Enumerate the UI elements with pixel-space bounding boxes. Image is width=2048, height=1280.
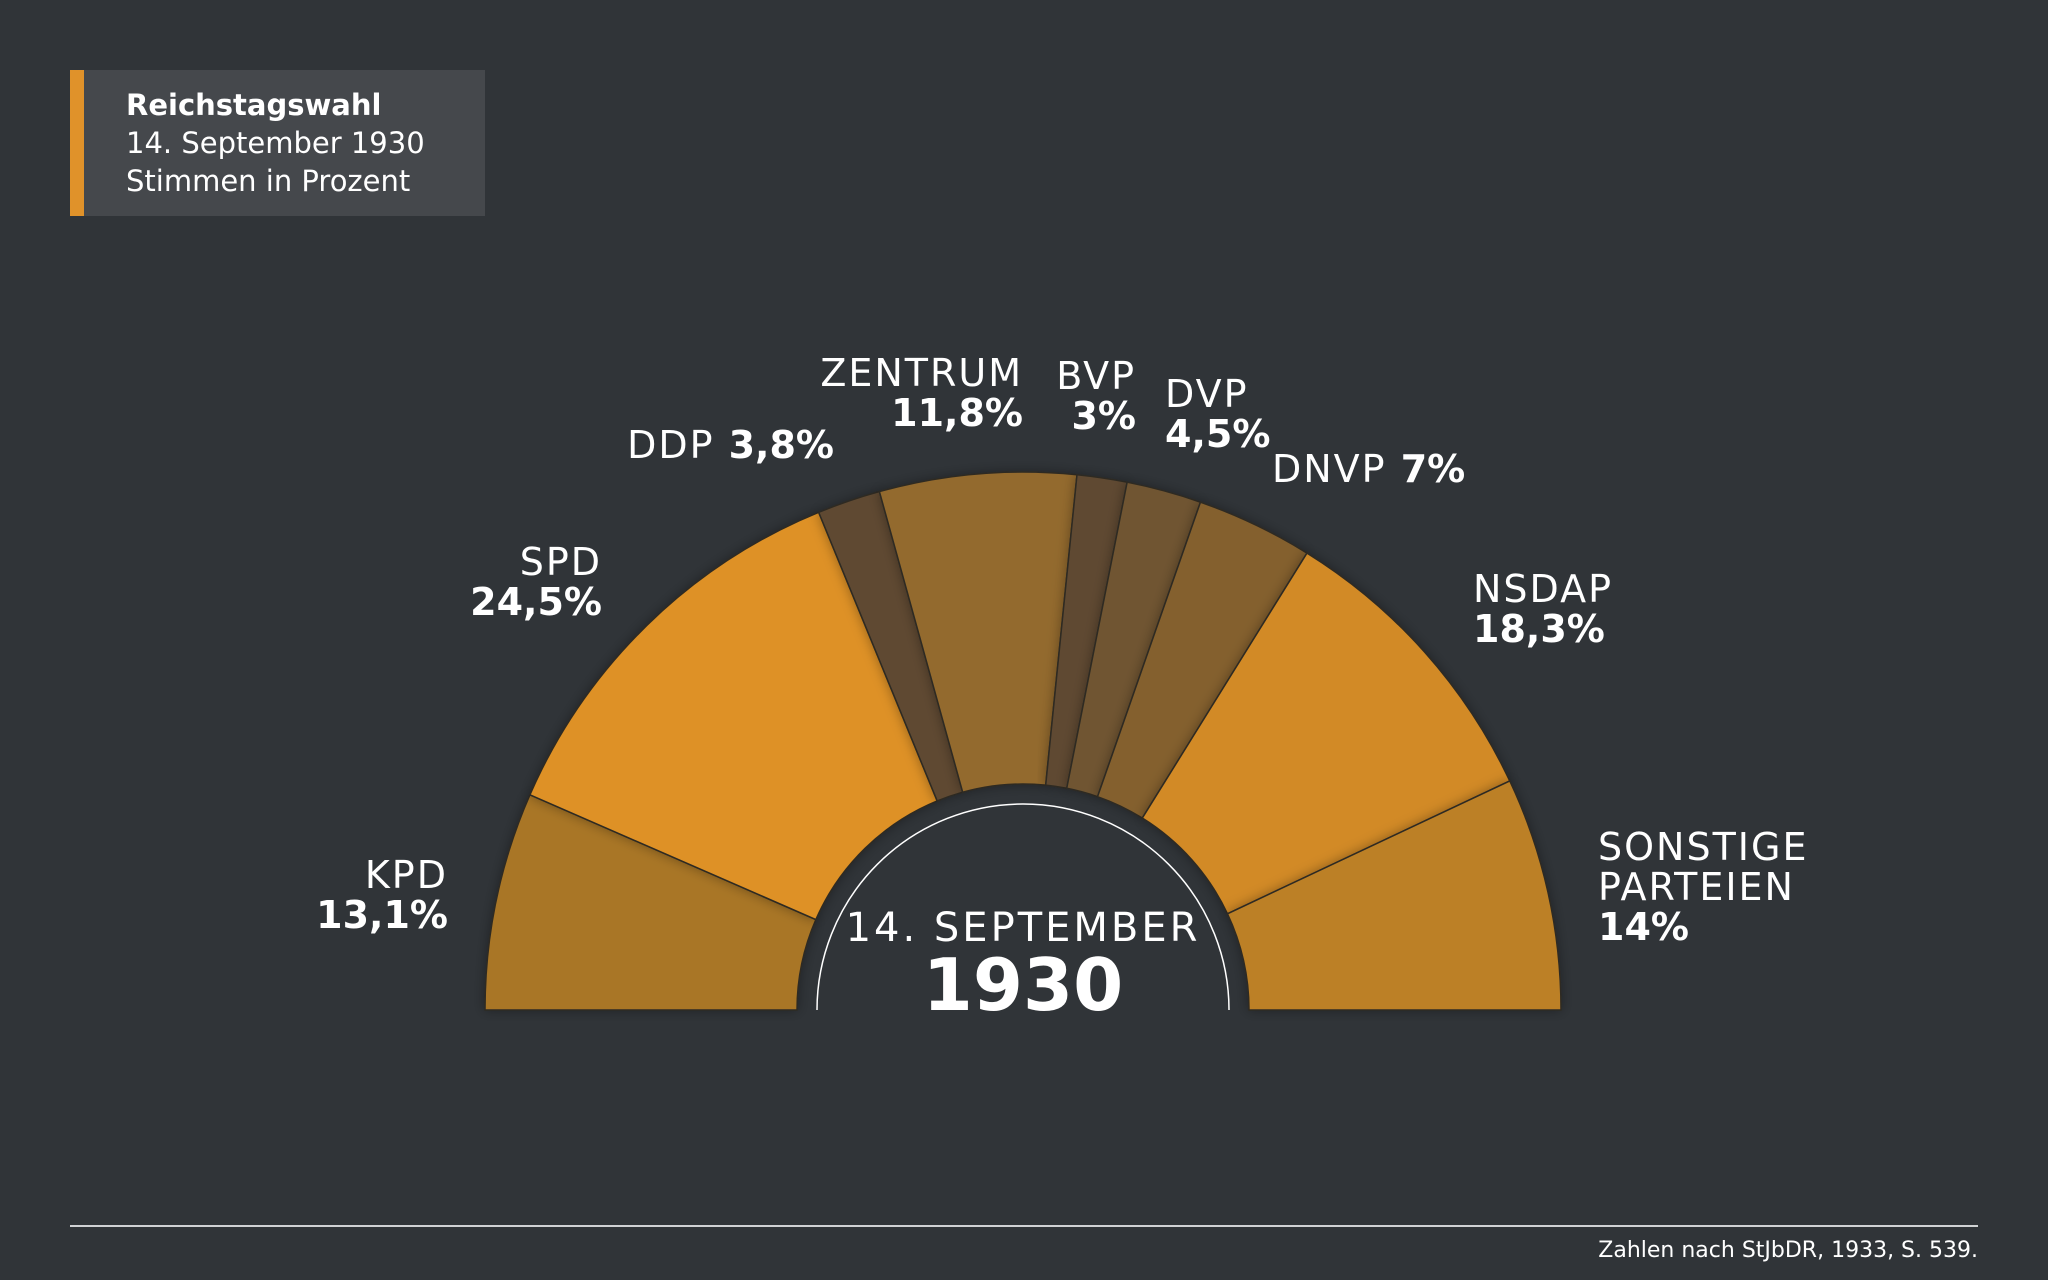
election-date: 14. September 1930 (126, 126, 425, 160)
party-name: PARTEIEN (1598, 865, 1795, 909)
party-name: KPD (365, 853, 448, 897)
party-value: 3% (1071, 394, 1136, 438)
label-kpd: KPD 13,1% (316, 853, 448, 937)
label-nsdap: NSDAP 18,3% (1473, 567, 1613, 651)
party-value: 11,8% (891, 391, 1023, 435)
party-value: 13,1% (316, 893, 448, 937)
slices-group (484, 471, 1562, 1011)
label-sonstige-parteien: SONSTIGE PARTEIEN 14% (1598, 825, 1808, 949)
party-name: SPD (520, 540, 602, 584)
center-year-label: 1930 (923, 943, 1123, 1027)
party-name: DNVP (1272, 447, 1401, 491)
accent-bar (70, 70, 84, 216)
label-dnvp: DNVP 7% (1272, 447, 1465, 491)
chart-title: Reichstagswahl (126, 88, 382, 122)
slice-sonstige-parteien (1226, 779, 1562, 1011)
label-ddp: DDP 3,8% (627, 423, 834, 467)
label-dvp: DVP 4,5% (1165, 372, 1270, 456)
unit-label: Stimmen in Prozent (126, 164, 411, 198)
source-note: Zahlen nach StJbDR, 1933, S. 539. (1598, 1238, 1978, 1263)
party-name: BVP (1056, 354, 1136, 398)
party-name: ZENTRUM (820, 351, 1023, 395)
party-name: SONSTIGE (1598, 825, 1808, 869)
party-name: DVP (1165, 372, 1249, 416)
slice-spd (528, 511, 939, 921)
center-date-label: 14. SEPTEMBER (846, 905, 1201, 951)
label-zentrum: ZENTRUM 11,8% (820, 351, 1023, 435)
footer-divider (70, 1225, 1978, 1227)
slice-labels-group: KPD 13,1%SPD 24,5%DDP 3,8%ZENTRUM 11,8%BVP 3… (316, 351, 1808, 949)
party-value: 4,5% (1165, 412, 1270, 456)
party-value: 24,5% (470, 580, 602, 624)
party-name: DDP (627, 423, 729, 467)
center-ring (816, 803, 1230, 1011)
party-value: 7% (1401, 447, 1466, 491)
party-value: 14% (1598, 905, 1689, 949)
party-name: NSDAP (1473, 567, 1613, 611)
party-value: 18,3% (1473, 607, 1605, 651)
chart-title-box: Reichstagswahl 14. September 1930 Stimme… (70, 70, 485, 216)
label-spd: SPD 24,5% (470, 540, 602, 624)
party-value: 3,8% (729, 423, 834, 467)
label-bvp: BVP 3% (1056, 354, 1136, 438)
